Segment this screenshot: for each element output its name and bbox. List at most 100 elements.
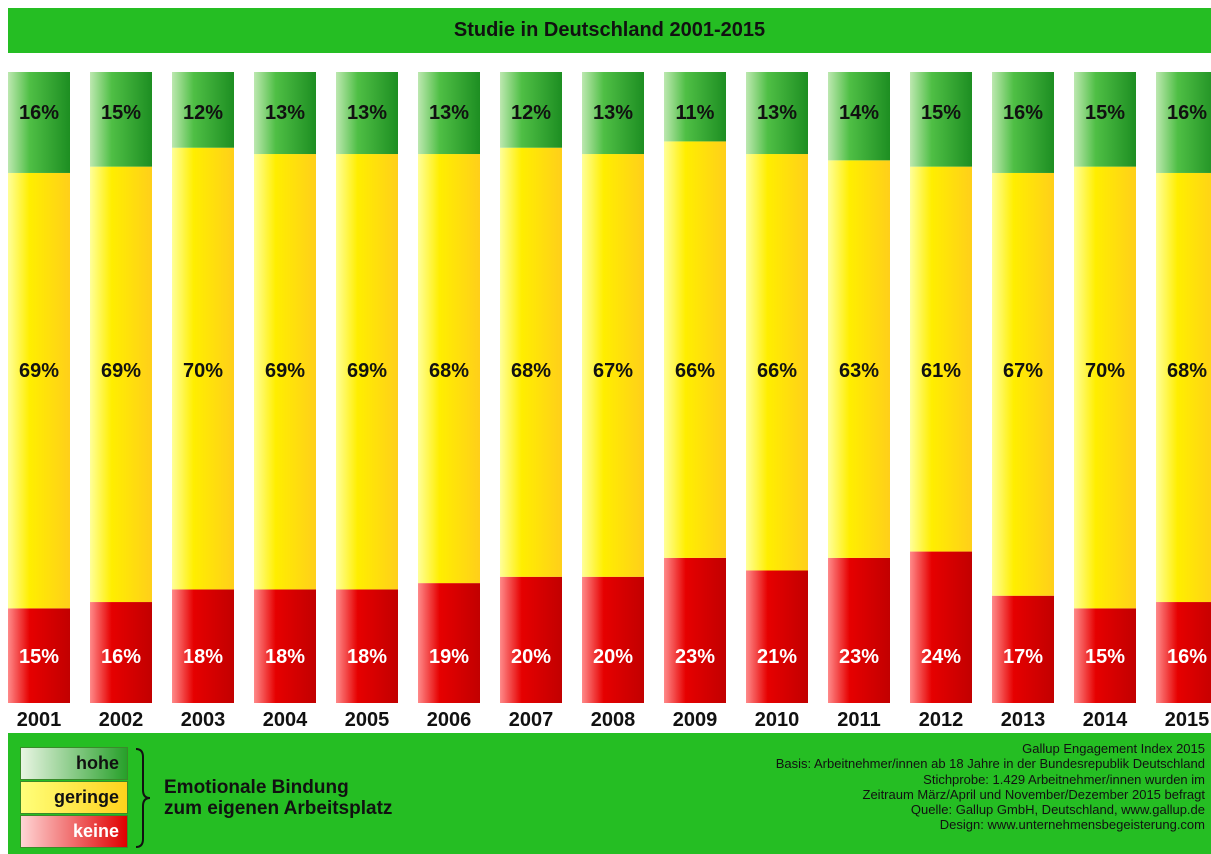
bar-geringe-2015 [1156, 172, 1211, 603]
bar-geringe-2002 [90, 166, 152, 603]
bar-geringe-2012 [910, 166, 972, 552]
x-tick-label-2005: 2005 [345, 709, 390, 731]
value-label-geringe-2012: 61% [921, 360, 961, 382]
value-label-hohe-2014: 15% [1085, 102, 1125, 124]
value-label-hohe-2015: 16% [1167, 102, 1207, 124]
bar-keine-2009 [664, 557, 726, 703]
x-tick-label-2006: 2006 [427, 709, 472, 731]
bar-keine-2005 [336, 589, 398, 703]
bar-geringe-2001 [8, 172, 70, 609]
value-label-hohe-2009: 11% [676, 102, 715, 124]
value-label-geringe-2013: 67% [1003, 360, 1043, 382]
bar-keine-2008 [582, 576, 644, 703]
value-label-hohe-2005: 13% [347, 102, 387, 124]
value-label-geringe-2009: 66% [675, 360, 715, 382]
chart-title-bar: Studie in Deutschland 2001-2015 [8, 8, 1211, 53]
bar-hohe-2002 [90, 72, 152, 167]
value-label-keine-2012: 24% [921, 646, 961, 668]
bar-keine-2013 [992, 595, 1054, 703]
source-line2: Basis: Arbeitnehmer/innen ab 18 Jahre in… [775, 756, 1205, 772]
legend-item-geringe: geringe [20, 781, 128, 814]
bar-hohe-2013 [992, 72, 1054, 173]
value-label-keine-2015: 16% [1167, 646, 1207, 668]
bar-keine-2007 [500, 576, 562, 703]
value-label-geringe-2005: 69% [347, 360, 387, 382]
bar-keine-2001 [8, 608, 70, 703]
value-label-hohe-2003: 12% [183, 102, 223, 124]
legend-caption: Emotionale Bindung zum eigenen Arbeitspl… [164, 777, 392, 819]
footer: hohe geringe keine Emotionale Bindung zu… [8, 733, 1211, 854]
source-line1: Gallup Engagement Index 2015 [1022, 741, 1205, 756]
bar-hohe-2014 [1074, 72, 1136, 167]
bar-geringe-2007 [500, 147, 562, 577]
legend-caption-line2: zum eigenen Arbeitsplatz [164, 798, 393, 819]
x-tick-label-2003: 2003 [181, 709, 226, 731]
bar-geringe-2006 [418, 154, 480, 584]
legend-caption-line1: Emotionale Bindung [164, 777, 349, 798]
brace-icon [135, 748, 151, 848]
value-label-hohe-2011: 14% [839, 102, 879, 124]
value-label-hohe-2010: 13% [757, 102, 797, 124]
bar-geringe-2010 [746, 154, 808, 571]
value-label-keine-2002: 16% [101, 646, 141, 668]
value-label-keine-2013: 17% [1003, 646, 1043, 668]
x-tick-label-2013: 2013 [1001, 709, 1046, 731]
value-label-keine-2010: 21% [757, 646, 797, 668]
bar-geringe-2008 [582, 154, 644, 577]
value-label-geringe-2015: 68% [1167, 360, 1207, 382]
source-line3: Stichprobe: 1.429 Arbeitnehmer/innen wur… [923, 771, 1205, 787]
bar-geringe-2004 [254, 154, 316, 590]
value-label-geringe-2010: 66% [757, 360, 797, 382]
value-label-geringe-2003: 70% [183, 360, 223, 382]
bar-hohe-2004 [254, 72, 316, 155]
bar-hohe-2003 [172, 72, 234, 148]
x-tick-label-2009: 2009 [673, 709, 718, 731]
bar-hohe-2001 [8, 72, 70, 173]
x-tick-label-2008: 2008 [591, 709, 636, 731]
bar-geringe-2005 [336, 154, 398, 590]
legend-label-hohe: hohe [76, 753, 119, 773]
bar-keine-2012 [910, 551, 972, 703]
x-tick-label-2001: 2001 [17, 709, 62, 731]
bar-geringe-2003 [172, 147, 234, 590]
bar-hohe-2007 [500, 72, 562, 148]
bar-keine-2003 [172, 589, 234, 703]
bar-keine-2010 [746, 570, 808, 703]
bar-hohe-2011 [828, 72, 890, 161]
value-label-keine-2006: 19% [429, 646, 469, 668]
value-label-hohe-2007: 12% [511, 102, 551, 124]
value-label-geringe-2011: 63% [839, 360, 879, 382]
value-label-hohe-2012: 15% [921, 102, 961, 124]
value-label-geringe-2004: 69% [265, 360, 305, 382]
bar-hohe-2005 [336, 72, 398, 155]
legend-item-keine: keine [20, 815, 128, 848]
bar-geringe-2014 [1074, 166, 1136, 609]
value-label-hohe-2001: 16% [19, 102, 59, 124]
legend-item-hohe: hohe [20, 747, 128, 780]
x-tick-label-2014: 2014 [1083, 709, 1128, 731]
value-label-hohe-2006: 13% [429, 102, 469, 124]
stacked-bar-chart: 15% 69% 16% 2001 16% 69% 15% 2002 18% 70% 12% 2003 1… [8, 72, 1211, 731]
value-label-keine-2001: 15% [19, 646, 59, 668]
x-tick-label-2010: 2010 [755, 709, 800, 731]
value-label-keine-2003: 18% [183, 646, 223, 668]
value-label-keine-2009: 23% [675, 646, 715, 668]
value-label-hohe-2013: 16% [1003, 102, 1043, 124]
value-label-geringe-2014: 70% [1085, 360, 1125, 382]
bar-keine-2004 [254, 589, 316, 703]
bar-keine-2014 [1074, 608, 1136, 703]
source-line6: Design: www.unternehmensbegeisterung.com [939, 817, 1205, 833]
value-label-geringe-2001: 69% [19, 360, 59, 382]
bar-keine-2015 [1156, 602, 1211, 703]
x-tick-label-2011: 2011 [837, 709, 880, 731]
value-label-keine-2008: 20% [593, 646, 633, 668]
value-label-keine-2005: 18% [347, 646, 387, 668]
value-label-keine-2007: 20% [511, 646, 551, 668]
value-label-geringe-2006: 68% [429, 360, 469, 382]
value-label-geringe-2002: 69% [101, 360, 141, 382]
x-tick-label-2007: 2007 [509, 709, 554, 731]
bar-keine-2002 [90, 602, 152, 703]
x-tick-label-2012: 2012 [919, 709, 964, 731]
bar-hohe-2010 [746, 72, 808, 155]
bar-keine-2011 [828, 557, 890, 703]
